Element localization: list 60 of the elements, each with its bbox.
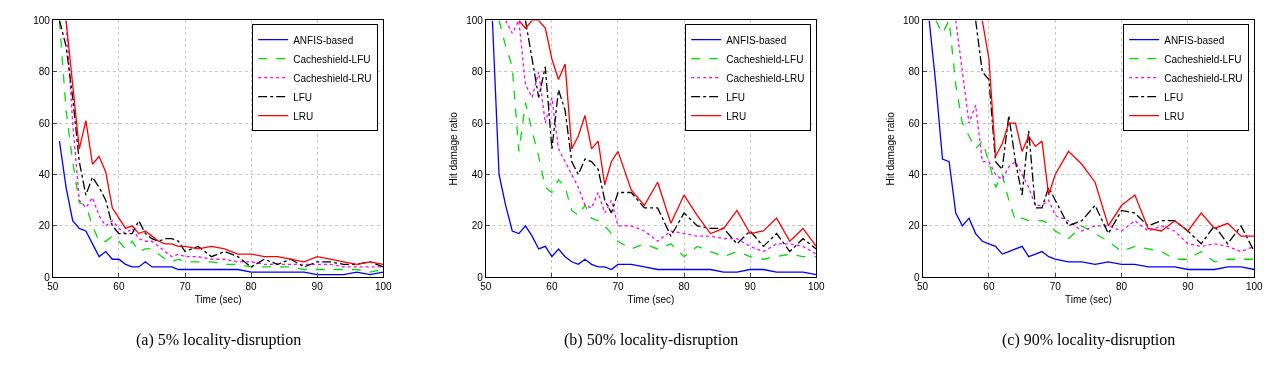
x-tick-label: 70 bbox=[1049, 281, 1062, 293]
x-tick-label: 50 bbox=[47, 281, 59, 293]
text: (c) 90% locality-disruption bbox=[1002, 331, 1176, 349]
y-tick-label: 20 bbox=[471, 220, 484, 232]
y-tick-label: 40 bbox=[908, 169, 921, 181]
x-tick-label: 80 bbox=[1116, 281, 1128, 293]
legend-label: LFU bbox=[1164, 91, 1184, 103]
x-tick-label: 90 bbox=[1182, 281, 1194, 293]
x-axis-title: Time (sec) bbox=[627, 293, 675, 305]
y-tick-label: 40 bbox=[471, 169, 484, 181]
legend-label: LFU bbox=[726, 91, 746, 103]
y-tick-label: 60 bbox=[908, 117, 921, 129]
x-tick-label: 70 bbox=[179, 281, 192, 293]
y-tick-label: 60 bbox=[471, 117, 484, 129]
y-tick-label: 80 bbox=[471, 66, 484, 78]
x-tick-label: 100 bbox=[374, 281, 393, 293]
y-tick-label: 100 bbox=[33, 14, 51, 26]
x-tick-label: 100 bbox=[807, 281, 826, 293]
x-tick-label: 70 bbox=[612, 281, 624, 293]
y-tick-label: 20 bbox=[38, 220, 51, 232]
text: (a) 5% locality-disruption bbox=[136, 331, 302, 349]
legend-label: Cacheshield-LRU bbox=[293, 72, 372, 84]
y-tick-label: 100 bbox=[466, 14, 484, 26]
x-axis-title: Time (sec) bbox=[194, 293, 242, 305]
legend-label: LRU bbox=[1164, 110, 1185, 122]
text: (b) 50% locality-disruption bbox=[564, 331, 739, 349]
legend-label: ANFIS-based bbox=[726, 34, 787, 46]
y-tick-label: 0 bbox=[477, 271, 484, 283]
x-tick-label: 100 bbox=[1245, 281, 1264, 293]
legend-label: Cacheshield-LFU bbox=[726, 53, 804, 65]
y-tick-label: 0 bbox=[914, 271, 921, 283]
x-tick-label: 90 bbox=[744, 281, 757, 293]
legend-label: LRU bbox=[293, 110, 314, 122]
legend-label: Cacheshield-LFU bbox=[293, 53, 371, 65]
x-tick-label: 80 bbox=[678, 281, 691, 293]
x-tick-label: 50 bbox=[480, 281, 492, 293]
legend-label: Cacheshield-LRU bbox=[1164, 72, 1243, 84]
y-tick-label: 60 bbox=[38, 117, 51, 129]
x-tick-label: 60 bbox=[113, 281, 125, 293]
y-tick-label: 20 bbox=[908, 220, 921, 232]
x-tick-label: 50 bbox=[917, 281, 929, 293]
legend-label: LFU bbox=[293, 91, 313, 103]
legend-label: ANFIS-based bbox=[1164, 34, 1225, 46]
legend-label: LRU bbox=[726, 110, 747, 122]
y-axis-title: Hit damage ratio bbox=[884, 111, 896, 186]
y-axis-title: Hit damage ratio bbox=[448, 111, 460, 186]
legend-label: ANFIS-based bbox=[293, 34, 354, 46]
legend-label: Cacheshield-LFU bbox=[1164, 53, 1242, 65]
y-tick-label: 80 bbox=[38, 66, 51, 78]
x-axis-title: Time (sec) bbox=[1065, 293, 1112, 305]
y-tick-label: 100 bbox=[902, 14, 921, 26]
y-tick-label: 80 bbox=[908, 66, 921, 78]
x-tick-label: 80 bbox=[245, 281, 258, 293]
line-series bbox=[58, 140, 384, 276]
x-tick-label: 90 bbox=[311, 281, 324, 293]
y-tick-label: 40 bbox=[38, 169, 51, 181]
x-tick-label: 60 bbox=[983, 281, 995, 293]
x-tick-label: 60 bbox=[546, 281, 558, 293]
legend-label: Cacheshield-LRU bbox=[726, 72, 805, 84]
y-tick-label: 0 bbox=[44, 271, 51, 283]
